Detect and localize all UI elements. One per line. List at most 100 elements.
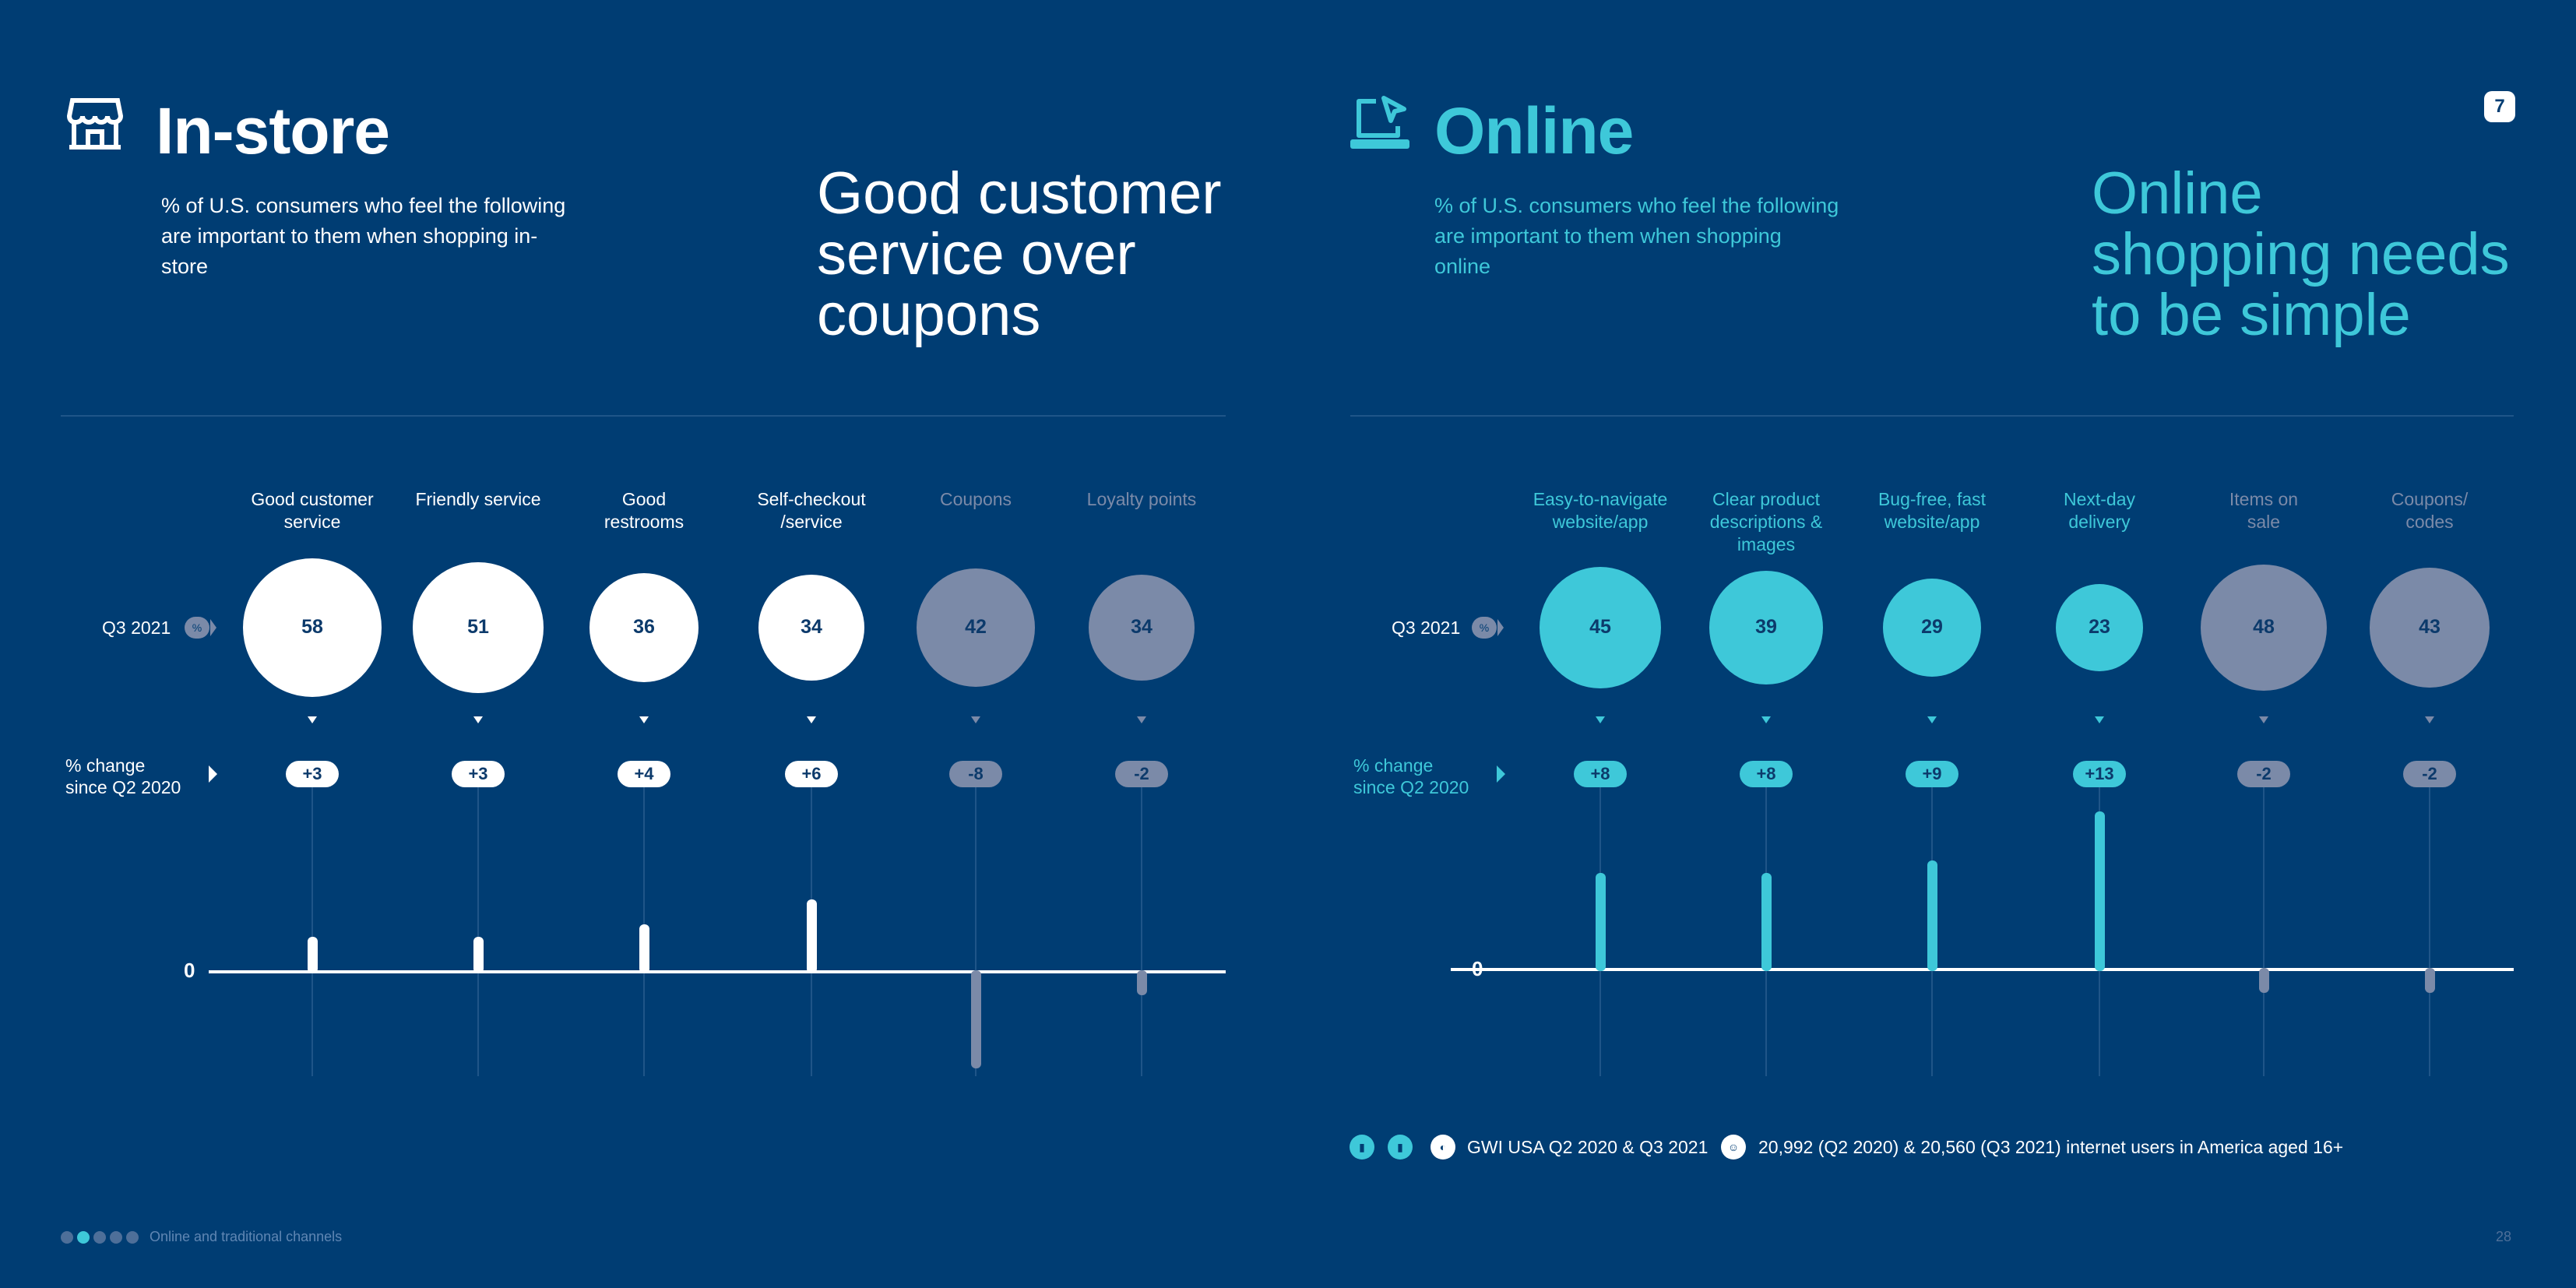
value-bubble: 34 (1088, 574, 1195, 681)
value-bubble: 51 (413, 562, 544, 693)
column-label-line: Good (621, 489, 667, 509)
online-headline: Online shopping needs to be simple (2092, 164, 2559, 346)
change-badge: -2 (1115, 761, 1168, 787)
arrow-right-icon (1497, 765, 1505, 783)
headline-line: service over (817, 221, 1136, 287)
arrow-down-icon (1761, 716, 1771, 723)
change-badge: +13 (2073, 761, 2126, 787)
change-label: % change since Q2 2020 (65, 755, 181, 798)
arrow-down-icon (807, 716, 816, 723)
change-bar (806, 899, 817, 973)
column-label-line: restrooms (604, 512, 684, 532)
zero-axis (1451, 968, 2514, 971)
column-label-line: Bug-free, fast (1877, 489, 1987, 509)
guide-line (2429, 787, 2430, 1076)
headline-line: Online (2092, 160, 2263, 227)
change-badge: +3 (452, 761, 505, 787)
arrow-down-icon (1137, 716, 1146, 723)
change-badge: +8 (1574, 761, 1627, 787)
column-label-line: codes (2405, 512, 2454, 532)
change-bar (473, 936, 484, 973)
column-label: Items on sale (2186, 488, 2342, 533)
guide-line (1141, 787, 1142, 1076)
change-bar (2094, 811, 2105, 971)
arrow-down-icon (1596, 716, 1605, 723)
column-label-line: /service (780, 512, 843, 532)
column-label-line: images (1737, 534, 1796, 554)
divider (61, 415, 1226, 417)
value-bubble: 45 (1539, 566, 1662, 689)
column-label-line: Clear product (1712, 489, 1821, 509)
change-badge: +8 (1740, 761, 1793, 787)
change-badge: +6 (785, 761, 838, 787)
nav-dot[interactable] (93, 1231, 106, 1244)
change-badge: +3 (286, 761, 339, 787)
column-label-line: sale (2247, 512, 2281, 532)
change-badge: -8 (949, 761, 1002, 787)
headline-line: Good customer (817, 160, 1222, 227)
zero-axis (209, 970, 1226, 973)
guide-line (477, 787, 479, 1076)
arrow-right-icon (209, 765, 217, 783)
column-label: Next-day delivery (2022, 488, 2177, 533)
column-label: Easy-to-navigate website/app (1522, 488, 1678, 533)
change-bar (970, 970, 981, 1069)
instore-headline: Good customer service over coupons (817, 164, 1284, 346)
online-description: % of U.S. consumers who feel the followi… (1434, 194, 1839, 278)
value-bubble: 58 (242, 558, 382, 698)
value-bubble: 42 (917, 568, 1035, 687)
nav-dot[interactable] (77, 1231, 90, 1244)
chart-icon: ▮ (1388, 1135, 1413, 1160)
instore-description: % of U.S. consumers who feel the followi… (161, 194, 566, 278)
arrow-down-icon (308, 716, 317, 723)
column-label: Friendly service (400, 488, 556, 511)
percent-icon: % (1472, 617, 1497, 639)
change-label-line: % change (1353, 755, 1434, 776)
column-label-line: Items on (2229, 489, 2299, 509)
percent-icon: % (185, 617, 209, 639)
guide-line (2263, 787, 2265, 1076)
arrow-down-icon (1927, 716, 1937, 723)
change-bar (2258, 968, 2269, 993)
change-label: % change since Q2 2020 (1353, 755, 1469, 798)
value-bubble: 34 (758, 574, 865, 681)
value-bubble: 29 (1882, 578, 1981, 677)
value-bubble: 48 (2200, 564, 2328, 692)
change-label-line: since Q2 2020 (1353, 777, 1469, 797)
divider (1350, 415, 2514, 417)
column-label-line: service (283, 512, 341, 532)
arrow-down-icon (2259, 716, 2268, 723)
change-badge: -2 (2237, 761, 2290, 787)
nav-dot[interactable] (126, 1231, 139, 1244)
page-badge: 7 (2484, 91, 2515, 122)
value-bubble: 36 (589, 572, 699, 683)
column-label-line: Next-day (2063, 489, 2136, 509)
nav-dot[interactable] (61, 1231, 73, 1244)
source-icon: ◐ (1431, 1135, 1455, 1160)
column-label: Clear product descriptions & images (1688, 488, 1844, 556)
q3-2021-label: Q3 2021 (102, 618, 171, 638)
headline-line: coupons (817, 282, 1041, 348)
change-label-line: since Q2 2020 (65, 777, 181, 797)
column-label: Coupons (898, 488, 1054, 511)
people-icon: ☺ (1721, 1135, 1746, 1160)
column-label-line: Good customer (251, 489, 374, 509)
change-bar (2424, 968, 2435, 993)
column-label-line: Easy-to-navigate (1533, 489, 1668, 509)
source-text: GWI USA Q2 2020 & Q3 2021 (1467, 1137, 1709, 1157)
page-number: 28 (2496, 1229, 2512, 1244)
column-label: Loyalty points (1064, 488, 1219, 511)
guide-line (311, 787, 313, 1076)
column-label-line: Loyalty points (1086, 489, 1197, 509)
arrow-down-icon (639, 716, 649, 723)
change-label-line: % change (65, 755, 146, 776)
online-title: Online (1434, 94, 1634, 167)
nav-dot[interactable] (110, 1231, 122, 1244)
headline-line: shopping needs (2092, 221, 2510, 287)
column-label: Bug-free, fast website/app (1854, 488, 2010, 533)
value-bubble: 39 (1709, 570, 1824, 685)
column-label-line: website/app (1552, 512, 1649, 532)
guide-line (975, 787, 977, 1076)
sample-text: 20,992 (Q2 2020) & 20,560 (Q3 2021) inte… (1758, 1137, 2344, 1157)
column-label-line: delivery (2068, 512, 2131, 532)
